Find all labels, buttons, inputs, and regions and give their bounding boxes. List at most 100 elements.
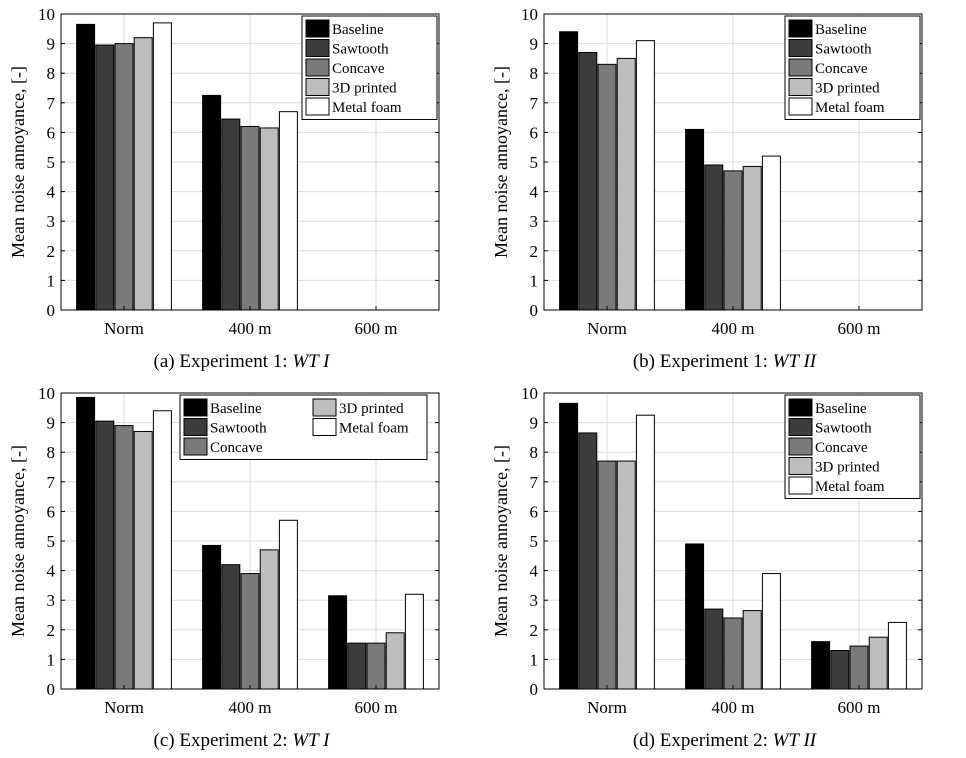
y-tick-label: 9: [47, 414, 56, 433]
legend-label: 3D printed: [815, 460, 880, 476]
legend-swatch: [788, 39, 813, 57]
bar-sawtooth-2: [347, 642, 367, 690]
y-tick-label: 5: [47, 532, 56, 551]
x-tick-label: Norm: [587, 319, 627, 338]
y-tick-label: 0: [47, 680, 56, 699]
legend-label: Concave: [815, 440, 868, 456]
y-tick-label: 9: [47, 35, 56, 54]
y-tick-label: 9: [530, 414, 539, 433]
legend-swatch: [305, 78, 330, 96]
bar-3d-printed-1: [742, 165, 762, 311]
bar-concave-0: [114, 43, 134, 311]
y-tick-label: 4: [47, 562, 56, 581]
caption-b-italic: WT II: [772, 351, 817, 372]
x-tick-label: 600 m: [838, 698, 881, 717]
caption-c: (c) Experiment 2: WT I: [0, 730, 483, 752]
legend-swatch: [788, 398, 813, 417]
chart-c: 0 1 2 3 4 5 6 7 8 9 10 Norm 400 m 600 m Mean noise ann…: [8, 384, 440, 717]
legend-swatch: [305, 39, 330, 57]
bar-concave-2: [366, 642, 386, 690]
y-axis-label: Mean noise annoyance, [-]: [491, 66, 511, 258]
bar-metal-foam-0: [635, 414, 655, 690]
caption-c-text: (c) Experiment 2:: [153, 730, 288, 751]
bar-3d-printed-1: [259, 127, 279, 311]
panel-c: 0 1 2 3 4 5 6 7 8 9 10 Norm 400 m 600 m Mean noise ann…: [0, 379, 483, 758]
y-tick-label: 6: [530, 502, 539, 521]
y-tick-label: 8: [530, 443, 539, 462]
y-tick-label: 4: [47, 183, 56, 202]
caption-b: (b) Experiment 1: WT II: [483, 351, 966, 373]
bar-baseline-2: [328, 595, 348, 690]
legend-label: Baseline: [210, 401, 262, 417]
legend-label: Metal foam: [815, 479, 885, 495]
bar-3d-printed-0: [616, 57, 636, 311]
legend-label: 3D printed: [332, 81, 397, 97]
bar-concave-2: [849, 645, 869, 690]
legend-label: Concave: [332, 61, 385, 77]
x-tick-label: 400 m: [229, 698, 272, 717]
bar-3d-printed-0: [133, 37, 153, 311]
y-tick-label: 1: [47, 271, 56, 290]
bar-sawtooth-1: [704, 164, 724, 311]
bar-baseline-0: [76, 23, 96, 311]
bar-concave-1: [723, 617, 743, 690]
caption-a-text: (a) Experiment 1:: [153, 351, 288, 372]
bar-sawtooth-0: [95, 44, 115, 311]
bar-baseline-2: [811, 641, 831, 690]
legend-swatch: [788, 437, 813, 456]
bar-metal-foam-1: [761, 573, 781, 690]
y-tick-label: 0: [47, 301, 56, 320]
bar-sawtooth-2: [830, 650, 850, 690]
bar-3d-printed-0: [616, 460, 636, 690]
y-tick-label: 2: [530, 621, 539, 640]
legend-label: Sawtooth: [210, 421, 267, 437]
y-tick-label: 10: [521, 5, 538, 24]
y-tick-label: 10: [521, 384, 538, 403]
y-tick-label: 4: [530, 562, 539, 581]
legend-swatch: [788, 78, 813, 96]
legend-box: [179, 394, 428, 460]
y-tick-label: 0: [530, 680, 539, 699]
bar-metal-foam-0: [152, 410, 172, 690]
y-tick-label: 0: [530, 301, 539, 320]
bar-concave-1: [723, 170, 743, 311]
legend-label: Baseline: [332, 22, 384, 38]
chart-a: 0 1 2 3 4 5 6 7 8 9 10 Norm 400 m 600 m Mean noise ann…: [8, 5, 440, 338]
legend-swatch: [788, 418, 813, 436]
caption-a-italic: WT I: [292, 351, 330, 372]
legend-label: Sawtooth: [815, 42, 872, 58]
bar-baseline-0: [559, 402, 579, 690]
legend-d: Baseline Sawtooth Concave 3D printed Metal f…: [784, 394, 921, 499]
legend-swatch: [305, 19, 330, 38]
caption-a: (a) Experiment 1: WT I: [0, 351, 483, 373]
bar-sawtooth-0: [95, 420, 115, 690]
panel-a: 0 1 2 3 4 5 6 7 8 9 10 Norm 400 m 600 m Mean noise ann…: [0, 0, 483, 379]
legend-swatch: [788, 19, 813, 38]
y-tick-label: 3: [47, 212, 56, 231]
caption-b-text: (b) Experiment 1:: [632, 351, 768, 372]
y-tick-label: 6: [47, 502, 56, 521]
y-tick-label: 8: [47, 443, 56, 462]
x-tick-label: 400 m: [712, 698, 755, 717]
bar-3d-printed-1: [742, 610, 762, 690]
y-tick-label: 3: [47, 591, 56, 610]
y-tick-label: 8: [47, 64, 56, 83]
bar-baseline-1: [202, 94, 222, 311]
y-tick-label: 2: [47, 621, 56, 640]
bar-baseline-1: [685, 128, 705, 311]
legend-label: 3D printed: [339, 401, 404, 417]
bar-baseline-0: [76, 396, 96, 690]
y-tick-label: 7: [47, 473, 56, 492]
y-tick-label: 4: [530, 183, 539, 202]
legend-label: Metal foam: [339, 421, 409, 437]
panel-b: 0 1 2 3 4 5 6 7 8 9 10 Norm 400 m 600 m Mean noise ann…: [483, 0, 966, 379]
y-tick-label: 6: [530, 123, 539, 142]
legend-label: Concave: [815, 61, 868, 77]
x-tick-label: 600 m: [355, 319, 398, 338]
legend-swatch: [183, 398, 208, 417]
bar-3d-printed-1: [259, 549, 279, 690]
legend-label: Concave: [210, 440, 263, 456]
bar-concave-0: [597, 460, 617, 690]
legend-b: Baseline Sawtooth Concave 3D printed Metal f…: [784, 15, 921, 120]
y-axis-label: Mean noise annoyance, [-]: [8, 445, 28, 637]
